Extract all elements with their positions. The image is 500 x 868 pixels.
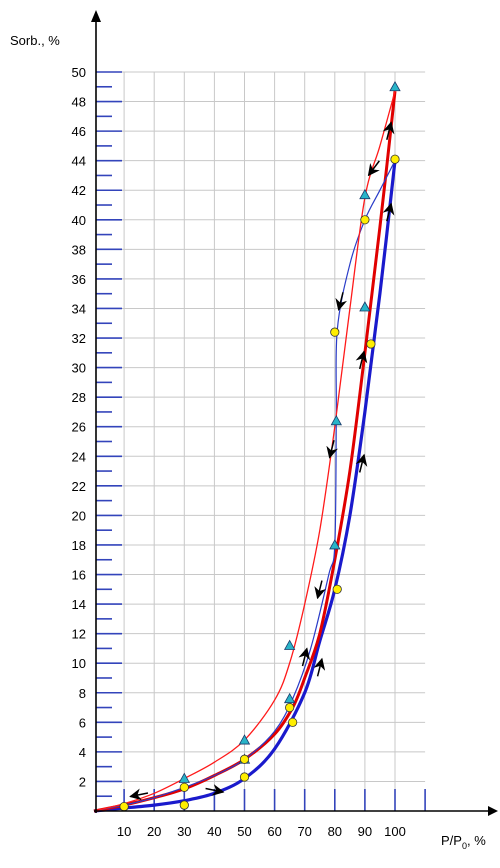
y-axis-title: Sorb., % (10, 33, 60, 48)
triangle-point (178, 772, 190, 783)
x-axis-title: P/P0, % (441, 833, 486, 851)
y-tick-label: 28 (72, 390, 86, 405)
x-tick-label: 30 (177, 824, 191, 839)
circle-point (390, 154, 400, 164)
x-tick-label: 90 (358, 824, 372, 839)
y-tick-label: 34 (72, 301, 86, 316)
x-axis-arrow (488, 806, 498, 816)
circle-point (179, 800, 189, 810)
series-thick-blue (93, 160, 397, 813)
direction-arrow (298, 647, 311, 667)
direction-arrow (335, 292, 348, 311)
curves (93, 91, 397, 813)
y-tick-label: 48 (72, 95, 86, 110)
x-axis-title-sub: 0 (462, 841, 467, 851)
x-tick-label: 10 (117, 824, 131, 839)
y-tick-label: 10 (72, 656, 86, 671)
direction-arrow (313, 657, 326, 677)
direction-arrow (355, 350, 368, 370)
direction-arrow (129, 788, 149, 801)
direction-arrow (355, 453, 368, 473)
y-tick-label: 26 (72, 420, 86, 435)
circle-point (179, 782, 189, 792)
circle-point (285, 702, 295, 713)
triangle-point (389, 80, 401, 92)
y-tick-label: 42 (72, 183, 86, 198)
x-tick-label: 50 (237, 824, 251, 839)
triangle-point (283, 692, 296, 704)
triangle-point (359, 301, 371, 312)
series-thick-red (93, 91, 397, 813)
y-tick-label: 6 (79, 715, 86, 730)
y-tick-label: 44 (72, 154, 86, 169)
x-tick-label: 100 (384, 824, 406, 839)
circle-point (288, 717, 298, 727)
y-axis-arrow (91, 10, 101, 22)
direction-arrow (382, 121, 395, 141)
y-tick-label: 18 (72, 538, 86, 553)
y-tick-label: 14 (72, 597, 86, 612)
circle-point (330, 327, 340, 337)
y-tick-label: 16 (72, 568, 86, 583)
y-tick-label: 46 (72, 124, 86, 139)
y-tick-label: 2 (79, 774, 86, 789)
y-tick-label: 12 (72, 627, 86, 642)
direction-arrow (314, 580, 327, 600)
y-tick-label: 40 (72, 213, 86, 228)
y-tick-label: 20 (72, 508, 86, 523)
circle-point (239, 754, 250, 764)
circle-point (360, 215, 370, 225)
circle-point (239, 772, 250, 782)
circle-point (332, 584, 342, 594)
direction-arrow (205, 784, 225, 796)
y-tick-label: 32 (72, 331, 86, 346)
triangle-point (330, 414, 342, 426)
circle-point (366, 339, 376, 349)
y-tick-label: 8 (79, 686, 86, 701)
direction-arrow (326, 439, 339, 459)
triangle-point (238, 734, 251, 745)
direction-arrow (367, 160, 380, 177)
triangle-point (359, 188, 371, 200)
x-tick-label: 80 (328, 824, 342, 839)
y-tick-label: 36 (72, 272, 86, 287)
x-axis-title-unit: , % (467, 833, 486, 848)
triangle-point (329, 539, 341, 550)
x-tick-label: 40 (207, 824, 221, 839)
y-tick-label: 4 (79, 745, 86, 760)
x-tick-label: 60 (267, 824, 281, 839)
series-thin-red (93, 91, 396, 812)
y-tick-label: 30 (72, 361, 86, 376)
y-tick-label: 24 (72, 449, 86, 464)
grid (96, 71, 426, 811)
circle-point (119, 801, 129, 812)
arrows (129, 121, 395, 801)
markers (119, 80, 401, 812)
y-tick-label: 38 (72, 242, 86, 257)
x-axis-title-main: P/P (441, 833, 462, 848)
y-tick-label: 22 (72, 479, 86, 494)
ticks: 10 20 30 40 50 60 70 80 90 1002468101214161820222… (72, 65, 426, 839)
triangle-point (283, 639, 296, 650)
direction-arrow (382, 202, 395, 222)
axes (91, 10, 498, 816)
x-tick-label: 70 (297, 824, 311, 839)
x-tick-label: 20 (147, 824, 161, 839)
y-tick-label: 50 (72, 65, 86, 80)
